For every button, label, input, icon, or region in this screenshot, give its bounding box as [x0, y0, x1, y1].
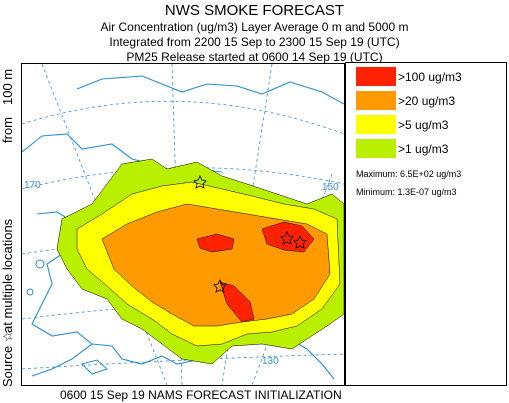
- legend-label-over-100: >100 ug/m3: [398, 70, 462, 84]
- concentration-legend: >100 ug/m3 >20 ug/m3 >5 ug/m3 >1 ug/m3 M…: [345, 62, 507, 386]
- legend-swatch-over-100: [356, 67, 396, 86]
- smoke-map-svg: 170 170 150 150 130: [22, 64, 344, 385]
- locations-label: at multiple locations: [0, 218, 15, 333]
- legend-swatch-over-20: [356, 91, 396, 110]
- integration-period: Integrated from 2200 15 Sep to 2300 15 S…: [109, 35, 400, 49]
- release-start: PM25 Release started at 0600 14 Sep 19 (…: [126, 50, 383, 64]
- grid-label-170-west: 170: [24, 180, 41, 191]
- height-label: 100 m: [0, 68, 15, 105]
- islands: [26, 259, 108, 375]
- source-markers: [193, 175, 307, 293]
- alaska-coastline: [22, 75, 344, 380]
- forecast-initialization: 0600 15 Sep 19 NAMS FORECAST INITIALIZAT…: [60, 388, 342, 402]
- source-label: Source ☆: [0, 330, 15, 387]
- concentration-description: Air Concentration (ug/m3) Layer Average …: [100, 20, 409, 34]
- grid-label-130: 130: [262, 356, 279, 367]
- legend-maximum: Maximum: 6.5E+02 ug/m3: [356, 169, 462, 179]
- grid-label-150-east: 150: [322, 182, 339, 193]
- legend-swatch-over-1: [356, 139, 396, 158]
- from-label: from: [0, 117, 15, 143]
- legend-minimum: Minimum: 1.3E-07 ug/m3: [356, 187, 457, 197]
- legend-label-over-1: >1 ug/m3: [398, 142, 449, 156]
- forecast-title: NWS SMOKE FORECAST: [164, 2, 345, 19]
- legend-label-over-20: >20 ug/m3: [398, 94, 456, 108]
- legend-label-over-5: >5 ug/m3: [398, 118, 449, 132]
- smoke-areas-over-100: [196, 221, 315, 323]
- smoke-map[interactable]: 170 170 150 150 130: [21, 63, 345, 386]
- legend-swatch-over-5: [356, 115, 396, 134]
